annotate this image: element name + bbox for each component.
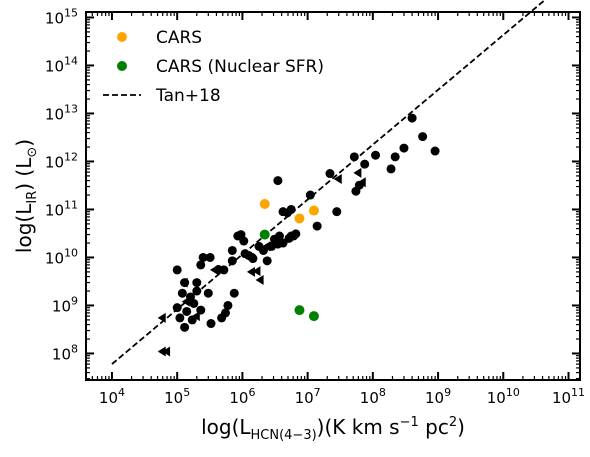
data-point: [187, 315, 197, 325]
data-point: [291, 229, 301, 239]
x-tick-label: 1011: [552, 386, 585, 407]
x-axis-label: log(LHCN(4−3))(K km s−1 pc2): [201, 415, 465, 443]
x-tick-label: 1010: [487, 386, 520, 407]
y-axis-label: log(LIR) (L⊙): [12, 139, 40, 253]
data-point: [274, 231, 284, 241]
data-point: [198, 252, 208, 262]
data-point: [325, 169, 335, 179]
data-point: [386, 164, 396, 174]
y-tick-label: 1012: [45, 150, 78, 171]
data-point: [236, 230, 246, 240]
x-tick-labels: 104 105 106 107 108 109 1010 1011: [99, 386, 585, 407]
data-point: [390, 152, 400, 162]
upper-limit-marker: [157, 312, 166, 323]
x-tick-label: 104: [99, 386, 125, 407]
y-tick-label: 1014: [45, 54, 78, 75]
data-point: [203, 288, 213, 298]
data-point: [262, 256, 272, 266]
cars-nuclear-sfr-point: [259, 229, 270, 240]
cars-point: [294, 213, 305, 224]
data-point: [223, 300, 233, 310]
data-point: [360, 159, 370, 169]
data-point: [399, 143, 409, 153]
y-tick-label: 1015: [45, 6, 78, 27]
x-tick-label: 108: [360, 386, 386, 407]
data-point: [371, 150, 381, 160]
y-tick-label: 1013: [45, 102, 78, 123]
data-point: [418, 132, 428, 142]
series-layer: [111, 0, 547, 365]
legend-label-cars: CARS: [156, 28, 202, 48]
data-point: [180, 322, 190, 332]
cars-point: [259, 198, 270, 209]
data-point: [192, 278, 202, 288]
data-point: [349, 152, 359, 162]
legend: CARS CARS (Nuclear SFR) Tan+18: [103, 28, 324, 106]
data-point: [206, 319, 216, 329]
data-point: [196, 305, 206, 315]
upper-limit-marker: [255, 274, 264, 285]
data-point: [177, 288, 187, 298]
data-point: [213, 265, 223, 275]
y-tick-labels: 108 109 1010 1011 1012 1013 1014 1015: [45, 6, 78, 363]
data-point: [258, 245, 268, 255]
legend-marker-cars: [117, 32, 127, 42]
cars-point: [308, 205, 319, 216]
upper-limit-marker: [191, 311, 200, 322]
upper-limit-marker: [162, 346, 171, 357]
x-tick-label: 105: [164, 386, 190, 407]
y-tick-label: 109: [52, 294, 78, 315]
cars-nuclear-sfr-point: [308, 311, 319, 322]
data-point: [286, 204, 296, 214]
legend-label-tan18: Tan+18: [155, 86, 221, 106]
data-point: [175, 313, 185, 323]
data-point: [354, 180, 364, 190]
y-tick-label: 108: [52, 342, 78, 363]
data-point: [430, 146, 440, 156]
x-tick-label: 107: [295, 386, 321, 407]
upper-limit-marker: [353, 167, 362, 178]
x-tick-label: 106: [229, 386, 255, 407]
data-point: [189, 298, 199, 308]
data-point: [273, 176, 283, 186]
upper-limit-marker: [157, 346, 166, 357]
upper-limit-marker: [252, 266, 261, 277]
data-point: [205, 252, 215, 262]
data-point: [227, 245, 237, 255]
data-point: [196, 260, 206, 270]
data-point: [182, 306, 192, 316]
data-point: [240, 249, 250, 259]
plot-frame: [85, 11, 581, 381]
y-tick-label: 1011: [45, 198, 78, 219]
data-point: [220, 308, 230, 318]
x-tick-label: 109: [425, 386, 451, 407]
data-point: [172, 303, 182, 313]
upper-limit-marker: [333, 174, 342, 185]
y-tick-label: 1010: [45, 246, 78, 267]
data-point: [180, 278, 190, 288]
data-point: [172, 265, 182, 275]
data-point: [229, 288, 239, 298]
data-point: [312, 221, 322, 231]
data-point: [332, 207, 342, 217]
data-point: [247, 252, 257, 262]
data-point: [305, 190, 315, 200]
axis-ticks: [85, 12, 580, 380]
data-point: [227, 256, 237, 266]
upper-limit-marker: [246, 266, 255, 277]
data-point: [192, 286, 202, 296]
legend-label-cars-nuclear-sfr: CARS (Nuclear SFR): [156, 57, 324, 77]
legend-marker-cars-nuclear-sfr: [117, 61, 127, 71]
cars-nuclear-sfr-point: [294, 305, 305, 316]
data-point: [407, 113, 417, 123]
